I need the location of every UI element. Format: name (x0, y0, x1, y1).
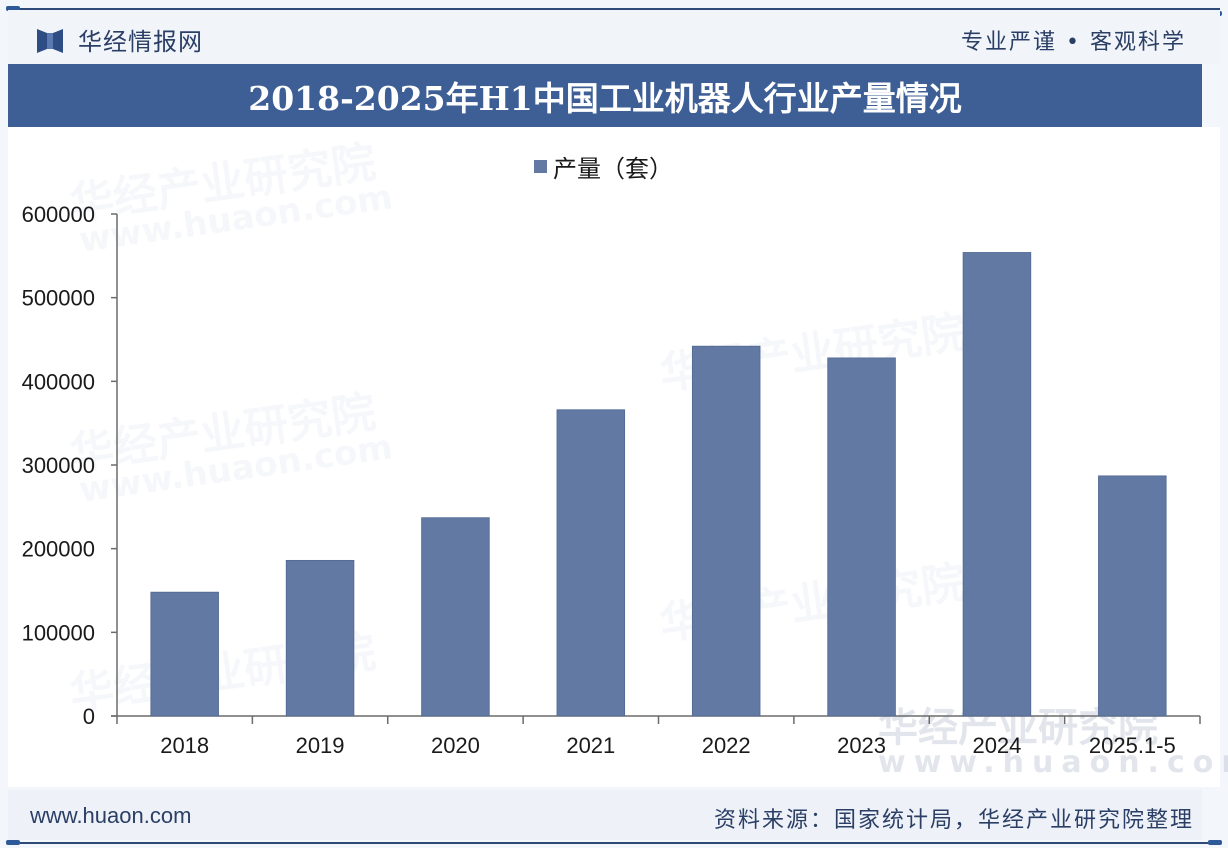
bar-2018 (150, 591, 219, 717)
x-tick-label: 2023 (837, 733, 886, 758)
legend: 产量（套） (534, 155, 673, 183)
x-tick-label: 2019 (296, 733, 345, 758)
legend-swatch (534, 160, 547, 173)
slogan: 专业严谨 • 客观科学 (961, 30, 1186, 55)
y-tick-label: 200000 (22, 537, 95, 562)
x-tick-label: 2021 (566, 733, 615, 758)
bar-2020 (421, 517, 490, 717)
rule-cap-right (1208, 840, 1222, 845)
footer-source: 资料来源：国家统计局，华经产业研究院整理 (713, 808, 1194, 833)
footer-url[interactable]: www.huaon.com (30, 803, 192, 828)
rule-cap-left (6, 840, 20, 845)
brand: 华经情报网 (36, 22, 203, 57)
y-tick-label: 600000 (22, 202, 95, 227)
title-bar: 2018-2025年H1中国工业机器人行业产量情况 (8, 64, 1202, 127)
y-axis: 0 100000 200000 300000 400000 500000 600000 (22, 202, 118, 729)
bar-2021 (556, 409, 626, 717)
footer: www.huaon.com 资料来源：国家统计局，华经产业研究院整理 (8, 790, 1202, 840)
bar-2023 (827, 357, 896, 717)
bars (150, 252, 1167, 717)
bar-2022 (691, 345, 761, 717)
rule-cap-left (6, 6, 20, 11)
bottom-rule (6, 840, 1222, 845)
y-tick-label: 500000 (22, 286, 95, 311)
y-tick-label: 0 (83, 704, 95, 729)
bar-2019 (285, 559, 355, 717)
header: 华经情报网 专业严谨 • 客观科学 (8, 10, 1220, 64)
chart-title: 2018-2025年H1中国工业机器人行业产量情况 (248, 78, 962, 118)
x-tick-label: 2025.1-5 (1089, 733, 1176, 758)
x-tick-label: 2022 (702, 733, 751, 758)
x-tick-label: 2020 (431, 733, 480, 758)
y-tick-label: 300000 (22, 453, 95, 478)
brand-logo-icon (37, 28, 63, 53)
x-axis: 2018 2019 2020 2021 2022 2023 2024 2025.1-5 (111, 715, 1201, 758)
brand-name: 华经情报网 (78, 28, 203, 56)
x-tick-label: 2024 (972, 733, 1021, 758)
x-tick-label: 2018 (160, 733, 209, 758)
legend-label: 产量（套） (553, 155, 673, 183)
bar-2025.1-5 (1098, 475, 1167, 717)
y-tick-label: 100000 (22, 620, 95, 645)
bar-2024 (962, 252, 1032, 717)
y-tick-label: 400000 (22, 369, 95, 394)
